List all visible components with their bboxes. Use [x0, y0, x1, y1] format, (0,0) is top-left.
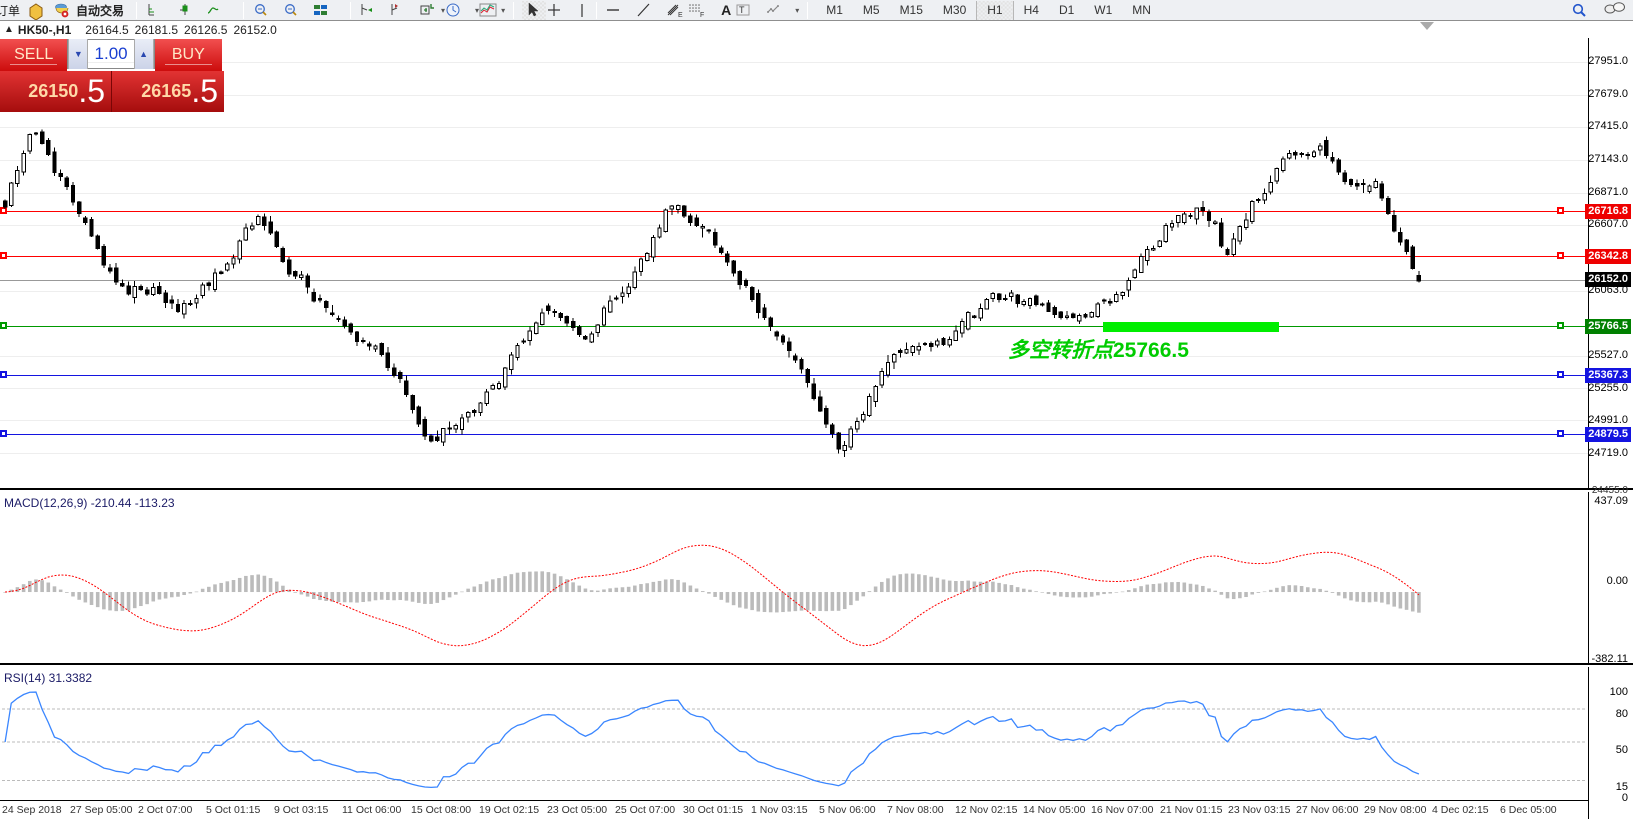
svg-text:T: T: [739, 5, 745, 15]
svg-text:E: E: [678, 12, 683, 19]
svg-text:F: F: [700, 12, 704, 19]
